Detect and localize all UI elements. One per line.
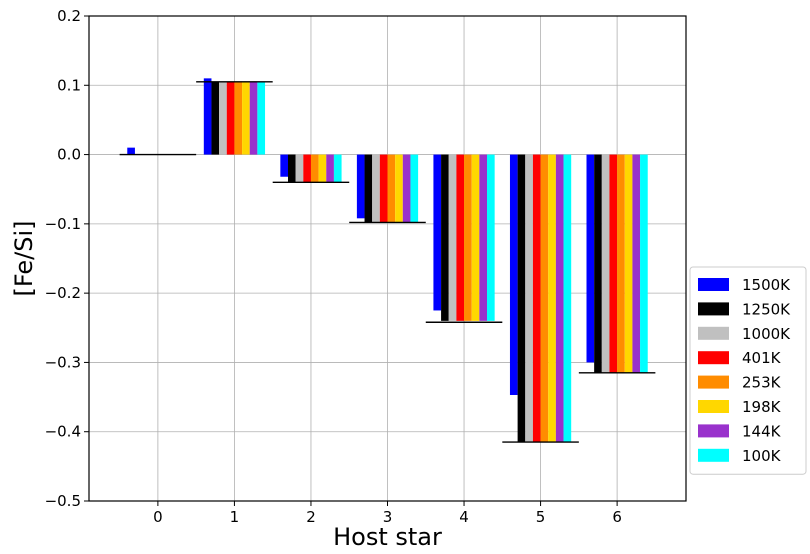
y-axis-label: [Fe/Si] — [10, 221, 38, 297]
bar-144K-host-6 — [632, 154, 641, 373]
y-axis-ticks: 0.2 0.1 0.0 −0.1 −0.2 −0.3 −0.4 −0.5 — [45, 7, 89, 510]
bar-253K-host-2 — [310, 154, 319, 183]
x-axis-label: Host star — [333, 523, 442, 551]
legend-swatch-1250K — [698, 302, 729, 316]
legend-swatch-1000K — [698, 326, 729, 340]
bar-1500K-host-4 — [433, 154, 442, 311]
bar-1250K-host-1 — [211, 81, 220, 155]
bar-1000K-host-5 — [525, 154, 533, 443]
x-tick-label: 4 — [459, 508, 469, 526]
legend-label-1000K: 1000K — [742, 325, 791, 343]
bar-144K-host-1 — [249, 81, 258, 155]
bar-1250K-host-2 — [288, 154, 296, 183]
bar-100K-host-5 — [563, 154, 572, 443]
bar-1250K-host-4 — [441, 154, 449, 321]
bar-1500K-host-1 — [203, 78, 212, 155]
bar-100K-host-6 — [640, 154, 648, 373]
y-tick-label: −0.2 — [45, 284, 81, 302]
bar-198K-host-2 — [318, 154, 327, 183]
y-tick-label: −0.3 — [45, 353, 81, 371]
bar-253K-host-3 — [387, 154, 396, 223]
legend-swatch-144K — [698, 424, 729, 438]
x-tick-label: 2 — [306, 508, 316, 526]
bar-1500K-host-0 — [127, 147, 135, 155]
y-tick-label: −0.1 — [45, 215, 81, 233]
legend-label-253K: 253K — [742, 374, 782, 392]
y-tick-label: 0.0 — [57, 146, 81, 164]
bar-198K-host-1 — [242, 81, 250, 155]
y-tick-label: −0.4 — [45, 423, 81, 441]
legend: 1500K 1250K 1000K 401K 253K 198K 144K 100K — [689, 266, 807, 475]
bar-1500K-host-3 — [356, 154, 365, 219]
bar-144K-host-4 — [479, 154, 487, 321]
legend-label-1250K: 1250K — [742, 300, 791, 318]
bars — [127, 78, 648, 443]
bar-401K-host-5 — [532, 154, 541, 443]
bar-198K-host-4 — [471, 154, 480, 321]
legend-label-198K: 198K — [742, 398, 782, 416]
bar-100K-host-2 — [333, 154, 342, 183]
bar-100K-host-4 — [487, 154, 495, 321]
legend-swatch-198K — [698, 400, 729, 413]
bar-253K-host-5 — [540, 154, 549, 443]
bar-1000K-host-4 — [448, 154, 457, 321]
reference-lines — [119, 81, 656, 443]
legend-swatch-100K — [698, 448, 729, 462]
x-tick-label: 6 — [612, 508, 622, 526]
bar-198K-host-3 — [395, 154, 403, 223]
x-tick-label: 3 — [383, 508, 393, 526]
bar-253K-host-6 — [617, 154, 625, 373]
legend-label-1500K: 1500K — [742, 276, 791, 294]
bar-401K-host-4 — [456, 154, 465, 321]
bar-401K-host-2 — [303, 154, 311, 183]
legend-label-401K: 401K — [742, 349, 782, 367]
bar-253K-host-4 — [464, 154, 472, 321]
y-tick-label: 0.2 — [57, 7, 81, 25]
bar-1500K-host-2 — [280, 154, 288, 177]
bar-1250K-host-5 — [517, 154, 526, 443]
bar-1000K-host-1 — [219, 81, 227, 155]
bar-1000K-host-6 — [601, 154, 610, 373]
y-tick-label: −0.5 — [45, 492, 81, 510]
bar-198K-host-5 — [548, 154, 556, 443]
x-tick-label: 5 — [536, 508, 546, 526]
bar-100K-host-3 — [410, 154, 419, 223]
bar-198K-host-6 — [624, 154, 633, 373]
bar-144K-host-2 — [326, 154, 334, 183]
y-tick-label: 0.1 — [57, 76, 81, 94]
bar-1250K-host-3 — [364, 154, 373, 223]
x-tick-label: 1 — [230, 508, 240, 526]
bar-253K-host-1 — [234, 81, 243, 155]
legend-swatch-1500K — [698, 278, 729, 291]
x-tick-label: 0 — [153, 508, 163, 526]
bar-1000K-host-2 — [295, 154, 304, 183]
x-axis-ticks: 0 1 2 3 4 5 6 — [153, 501, 622, 526]
bar-401K-host-6 — [609, 154, 618, 373]
bar-1000K-host-3 — [372, 154, 380, 223]
bar-401K-host-1 — [226, 81, 235, 155]
legend-label-100K: 100K — [742, 447, 782, 465]
bar-144K-host-3 — [402, 154, 411, 223]
bar-1500K-host-6 — [586, 154, 595, 363]
legend-label-144K: 144K — [742, 422, 782, 440]
bar-144K-host-5 — [555, 154, 564, 443]
bar-401K-host-3 — [379, 154, 388, 223]
legend-swatch-401K — [698, 351, 729, 365]
bar-1250K-host-6 — [594, 154, 602, 373]
legend-swatch-253K — [698, 375, 729, 389]
bar-100K-host-1 — [257, 81, 266, 155]
bar-1500K-host-5 — [509, 154, 518, 395]
legend-frame — [689, 266, 807, 475]
